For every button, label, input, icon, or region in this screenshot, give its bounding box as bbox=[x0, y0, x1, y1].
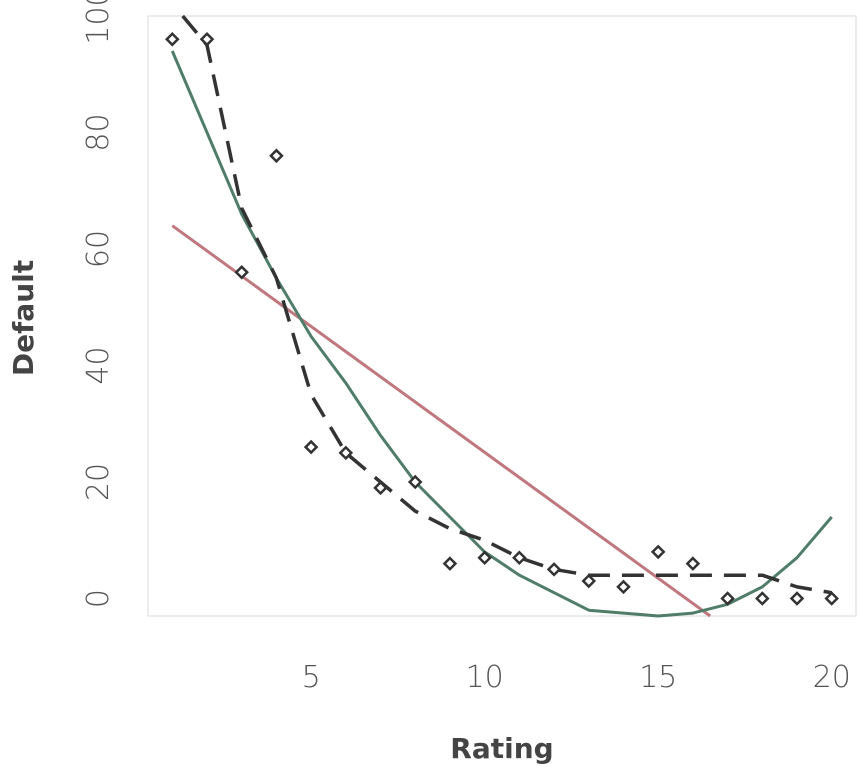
data-point bbox=[685, 556, 701, 571]
y-tick-label: 60 bbox=[81, 230, 116, 268]
data-point bbox=[616, 579, 631, 595]
data-point bbox=[789, 591, 805, 606]
x-axis-ticks: 5 10 15 20 bbox=[302, 660, 851, 695]
data-point bbox=[755, 591, 770, 606]
x-axis-title: Rating bbox=[450, 732, 553, 765]
data-point bbox=[546, 562, 562, 577]
x-tick-label: 10 bbox=[466, 660, 504, 695]
plot-area bbox=[147, 15, 857, 617]
y-tick-label: 20 bbox=[81, 463, 116, 501]
x-tick-label: 15 bbox=[639, 660, 677, 695]
data-points bbox=[165, 32, 839, 606]
data-point bbox=[477, 550, 492, 566]
y-axis-ticks: 0 20 40 60 80 100 bbox=[81, 0, 116, 608]
data-point bbox=[373, 480, 388, 496]
y-tick-label: 0 bbox=[81, 589, 116, 608]
y-tick-label: 80 bbox=[81, 113, 116, 151]
data-point bbox=[650, 544, 666, 560]
series-line-3 bbox=[181, 14, 832, 595]
x-tick-label: 20 bbox=[813, 660, 851, 695]
data-point bbox=[303, 439, 319, 455]
data-point bbox=[269, 148, 284, 164]
data-point bbox=[234, 265, 249, 280]
data-point bbox=[720, 591, 735, 606]
series-lines bbox=[170, 14, 833, 618]
series-line-2 bbox=[170, 50, 833, 618]
data-point bbox=[338, 445, 354, 461]
x-tick-label: 5 bbox=[302, 660, 321, 695]
series-line-1 bbox=[171, 224, 712, 618]
data-point bbox=[165, 32, 180, 47]
data-point bbox=[442, 556, 458, 571]
data-point bbox=[512, 550, 527, 566]
y-tick-label: 40 bbox=[81, 346, 116, 384]
data-point bbox=[407, 474, 423, 490]
data-point bbox=[824, 591, 839, 606]
data-point bbox=[199, 32, 215, 47]
data-point bbox=[581, 573, 597, 589]
y-axis-title: Default bbox=[7, 260, 40, 376]
y-tick-label: 100 bbox=[81, 0, 116, 45]
